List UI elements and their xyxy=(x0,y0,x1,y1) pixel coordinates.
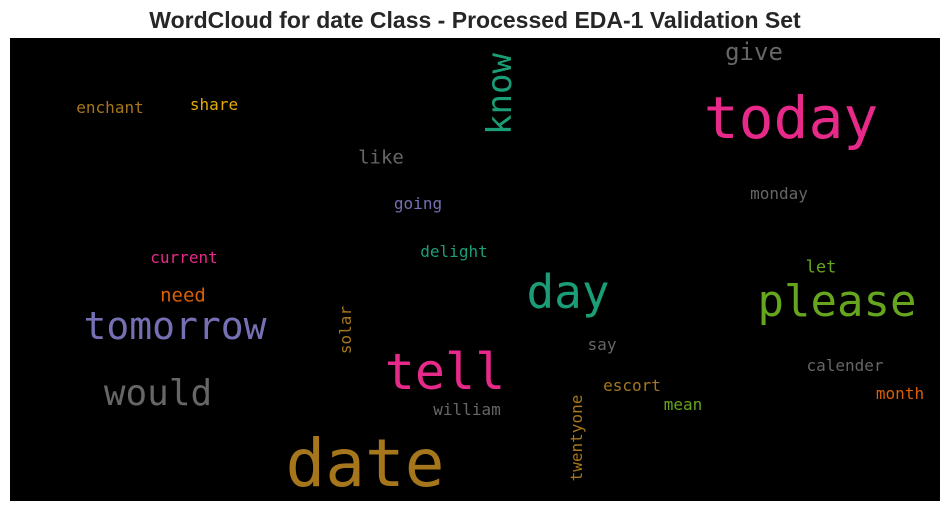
word-day: day xyxy=(526,265,610,319)
word-would: would xyxy=(103,373,213,414)
word-month: month xyxy=(875,384,925,403)
word-twentyone: twentyone xyxy=(567,394,586,482)
word-today: today xyxy=(703,84,879,152)
word-monday: monday xyxy=(750,184,808,203)
word-like: like xyxy=(358,146,404,169)
word-william: william xyxy=(433,400,501,419)
word-cloud-canvas: date today tell tomorrow please day would know g… xyxy=(10,38,940,501)
word-let: let xyxy=(805,257,837,278)
word-tomorrow: tomorrow xyxy=(83,304,267,348)
word-enchant: enchant xyxy=(76,98,144,117)
word-know: know xyxy=(480,53,520,135)
word-escort: escort xyxy=(603,376,661,395)
word-going: going xyxy=(393,194,443,213)
word-share: share xyxy=(189,95,239,114)
word-need: need xyxy=(160,284,206,307)
word-mean: mean xyxy=(663,395,703,414)
chart-title: WordCloud for date Class - Processed EDA… xyxy=(149,7,801,33)
word-please: please xyxy=(757,276,917,327)
word-calender: calender xyxy=(806,356,884,375)
word-solar: solar xyxy=(336,305,355,355)
word-tell: tell xyxy=(384,343,506,401)
word-give: give xyxy=(725,38,783,66)
word-current: current xyxy=(150,248,218,267)
word-date: date xyxy=(285,425,445,501)
word-say: say xyxy=(587,335,617,354)
word-delight: delight xyxy=(420,242,488,261)
